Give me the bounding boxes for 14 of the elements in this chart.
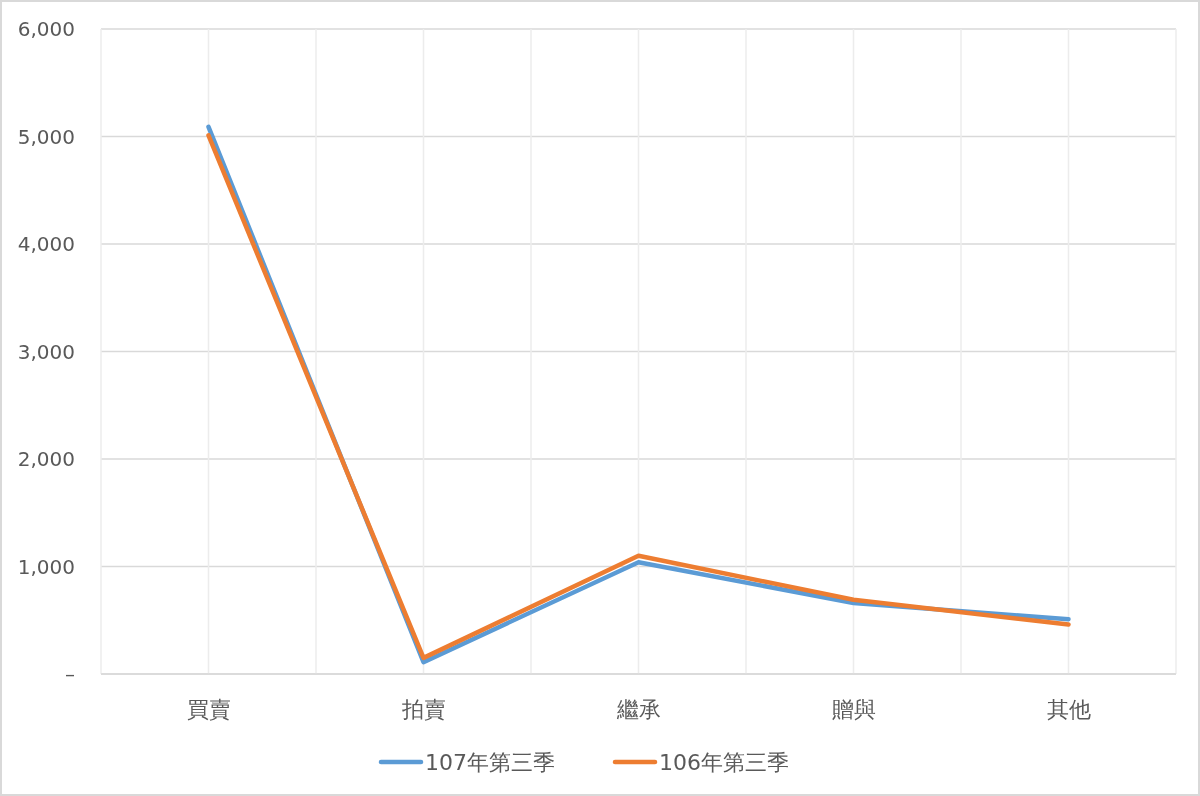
x-tick-label: 贈與	[831, 697, 876, 722]
x-tick-label: 買賣	[186, 697, 231, 722]
y-tick-label: 3,000	[17, 339, 75, 364]
y-tick-label: 5,000	[17, 124, 75, 149]
x-tick-label: 拍賣	[400, 697, 446, 722]
x-tick-label: 繼承	[615, 697, 661, 722]
y-tick-label: 6,000	[17, 17, 75, 41]
y-tick-label: 4,000	[17, 232, 75, 256]
legend-label: 107年第三季	[425, 750, 555, 775]
legend-label: 106年第三季	[659, 750, 789, 775]
x-tick-label: 其他	[1046, 697, 1091, 722]
y-tick-label: –	[65, 662, 75, 686]
y-tick-label: 1,000	[17, 554, 75, 579]
y-tick-label: 2,000	[17, 447, 75, 471]
